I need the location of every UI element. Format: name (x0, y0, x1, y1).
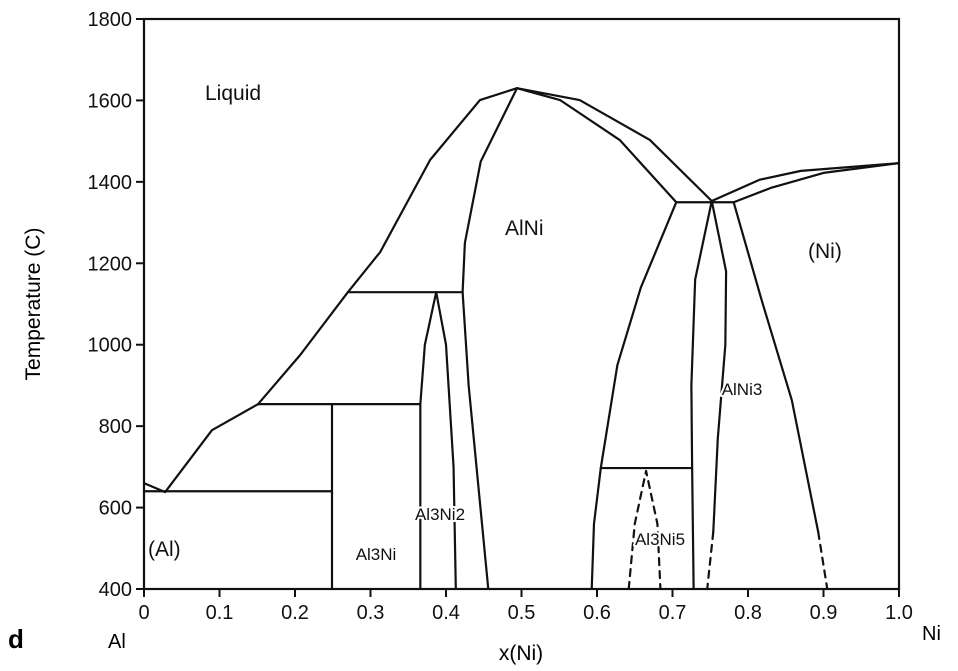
phase-label-al: (Al) (148, 538, 181, 561)
x-tick-label: 0.4 (432, 602, 460, 624)
x-tick-label: 0.9 (810, 602, 838, 624)
phase-boundary-5 (732, 162, 901, 204)
y-tick-label: 1200 (88, 253, 133, 275)
phase-label-ni: (Ni) (808, 240, 842, 263)
phase-label-al3ni2: Al3Ni2 (415, 505, 465, 524)
phase-labels: Liquid AlNi (Ni) AlNi3 Al3Ni5 Al3Ni2 Al3… (148, 82, 842, 566)
x-tick-label: 0.6 (583, 602, 611, 624)
y-tick-label: 400 (99, 579, 132, 601)
x-tick-label: 0.8 (734, 602, 762, 624)
phase-boundary-0 (142, 87, 519, 494)
phase-label-al3ni5: Al3Ni5 (635, 530, 685, 549)
y-tick-label: 1800 (88, 9, 133, 31)
phase-label-liquid: Liquid (205, 82, 261, 105)
y-tick-label: 1600 (88, 90, 133, 112)
phase-boundary-19 (419, 291, 438, 591)
y-tick-label: 800 (99, 416, 132, 438)
x-tick-label: 0.1 (206, 602, 234, 624)
x-tick-label: 0 (138, 602, 149, 624)
x-tick-label: 1.0 (885, 602, 913, 624)
y-tick-label: 600 (99, 498, 132, 520)
phase-boundary-14 (461, 87, 519, 591)
x-axis-label: x(Ni) (499, 642, 543, 665)
x-tick-label: 0.7 (659, 602, 687, 624)
x-tick-label: 0.5 (508, 602, 536, 624)
y-tick-label: 1000 (88, 335, 133, 357)
phase-boundary-20 (435, 291, 457, 591)
phase-boundary-2 (515, 87, 678, 204)
phase-boundaries (142, 87, 901, 591)
phase-boundary-9 (710, 199, 728, 534)
phase-boundary-8 (690, 199, 713, 591)
y-axis-label: Temperature (C) (22, 228, 45, 381)
phase-boundary-4 (710, 162, 901, 203)
x-end-label-al: Al (108, 631, 126, 653)
x-tick-label: 0.3 (357, 602, 385, 624)
phase-boundary-7 (817, 530, 829, 591)
phase-boundary-10 (706, 530, 715, 591)
x-end-label-ni: Ni (922, 623, 941, 645)
axis-ticks: 0 0.1 0.2 0.3 0.4 0.5 0.6 0.7 0.8 0.9 1.0 400 600 800… (88, 9, 913, 624)
phase-label-alni3: AlNi3 (722, 380, 763, 399)
y-tick-label: 1400 (88, 172, 133, 194)
panel-label: d (8, 624, 24, 654)
phase-boundary-6 (732, 201, 820, 534)
x-tick-label: 0.2 (281, 602, 309, 624)
phase-label-al3ni: Al3Ni (356, 545, 397, 564)
phase-boundary-11 (590, 201, 678, 591)
phase-boundary-1 (515, 87, 713, 203)
phase-boundary-13 (627, 469, 662, 591)
phase-label-alni: AlNi (505, 217, 544, 240)
